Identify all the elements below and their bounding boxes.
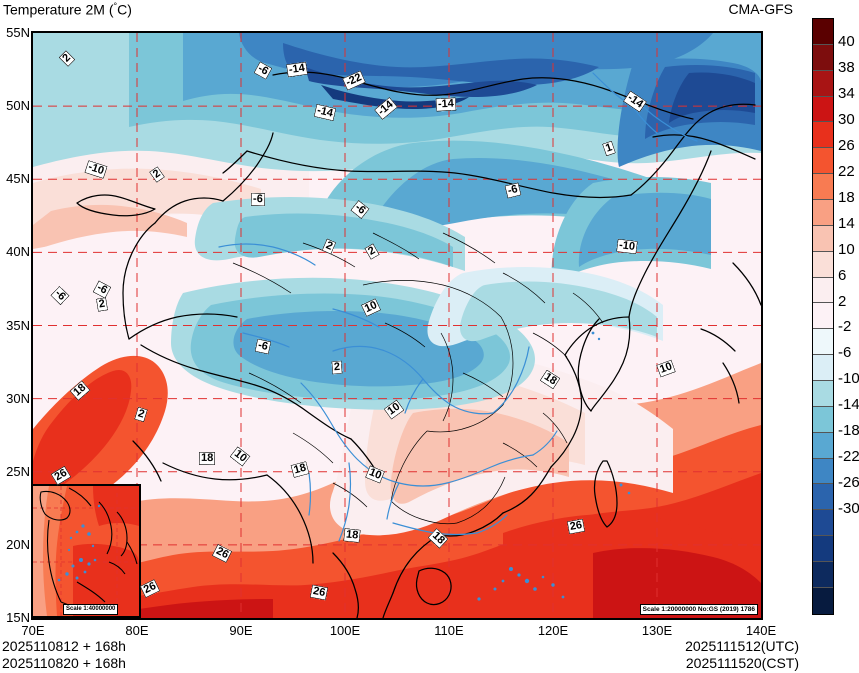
colorbar[interactable] bbox=[812, 18, 834, 615]
colorbar-segment bbox=[813, 407, 833, 433]
colorbar-segment bbox=[813, 252, 833, 278]
colorbar-segment bbox=[813, 174, 833, 200]
colorbar-segment bbox=[813, 588, 833, 614]
lat-tick-30N: 30N bbox=[0, 391, 30, 406]
map-scale-label: Scale 1:20000000 No:GS (2019) 1786 bbox=[640, 604, 758, 615]
colorbar-tick: 18 bbox=[838, 189, 855, 206]
colorbar-segment bbox=[813, 381, 833, 407]
lon-tick-110E: 110E bbox=[427, 623, 471, 638]
contour-label: -14 bbox=[436, 97, 457, 111]
lat-tick-50N: 50N bbox=[0, 98, 30, 113]
colorbar-segment bbox=[813, 45, 833, 71]
page-title: Temperature 2M (°C) bbox=[3, 1, 132, 18]
page-title-suffix: C) bbox=[117, 2, 132, 18]
colorbar-segment bbox=[813, 200, 833, 226]
colorbar-tick: 10 bbox=[838, 241, 855, 258]
inset-map-south-china-sea[interactable]: Scale 1:40000000 bbox=[31, 484, 141, 618]
colorbar-segment bbox=[813, 148, 833, 174]
colorbar-segment bbox=[813, 459, 833, 485]
colorbar-tick: 6 bbox=[838, 267, 846, 284]
colorbar-segment bbox=[813, 536, 833, 562]
footer-valid-cst: 2025111520(CST) bbox=[686, 655, 799, 671]
colorbar-tick: -2 bbox=[838, 318, 851, 335]
footer-init-utc: 2025110812 + 168h bbox=[2, 638, 126, 654]
temperature-field bbox=[33, 33, 761, 618]
colorbar-tick: 30 bbox=[838, 111, 855, 128]
colorbar-tick: -14 bbox=[838, 396, 859, 413]
colorbar-tick: -10 bbox=[838, 370, 859, 387]
lat-tick-20N: 20N bbox=[0, 537, 30, 552]
colorbar-tick: 14 bbox=[838, 215, 855, 232]
lat-tick-40N: 40N bbox=[0, 244, 30, 259]
contour-label: 2 bbox=[331, 361, 342, 375]
lon-tick-70E: 70E bbox=[11, 623, 55, 638]
colorbar-segment bbox=[813, 433, 833, 459]
lon-tick-120E: 120E bbox=[531, 623, 575, 638]
lon-tick-80E: 80E bbox=[115, 623, 159, 638]
colorbar-tick: -18 bbox=[838, 422, 859, 439]
contour-label: -10 bbox=[616, 238, 637, 253]
colorbar-segment bbox=[813, 510, 833, 536]
colorbar-segment bbox=[813, 562, 833, 588]
colorbar-segment bbox=[813, 97, 833, 123]
colorbar-tick: -22 bbox=[838, 448, 859, 465]
colorbar-segment bbox=[813, 122, 833, 148]
colorbar-tick: 40 bbox=[838, 33, 855, 50]
colorbar-segment bbox=[813, 226, 833, 252]
inset-scale-label: Scale 1:40000000 bbox=[63, 604, 118, 615]
contour-label: 2 bbox=[96, 297, 108, 311]
lon-tick-90E: 90E bbox=[219, 623, 263, 638]
colorbar-segment bbox=[813, 484, 833, 510]
colorbar-segment bbox=[813, 355, 833, 381]
lon-tick-100E: 100E bbox=[323, 623, 367, 638]
colorbar-segment bbox=[813, 278, 833, 304]
lat-tick-35N: 35N bbox=[0, 318, 30, 333]
colorbar-segment bbox=[813, 71, 833, 97]
colorbar-tick: 2 bbox=[838, 293, 846, 310]
colorbar-tick: 38 bbox=[838, 59, 855, 76]
colorbar-tick: 22 bbox=[838, 163, 855, 180]
contour-label: -6 bbox=[251, 192, 265, 205]
model-label: CMA-GFS bbox=[728, 1, 793, 17]
contour-label: 18 bbox=[199, 451, 215, 464]
contour-label: -14 bbox=[286, 61, 308, 77]
footer-valid-utc: 2025111512(UTC) bbox=[685, 638, 799, 654]
colorbar-segment bbox=[813, 19, 833, 45]
lat-tick-55N: 55N bbox=[0, 25, 30, 40]
colorbar-segment bbox=[813, 303, 833, 329]
colorbar-segment bbox=[813, 329, 833, 355]
colorbar-tick: 34 bbox=[838, 85, 855, 102]
lat-tick-45N: 45N bbox=[0, 171, 30, 186]
inset-temperature-field bbox=[33, 486, 139, 616]
page-title-text: Temperature 2M ( bbox=[3, 2, 113, 18]
colorbar-tick: -26 bbox=[838, 474, 859, 491]
map-clip bbox=[33, 33, 761, 618]
footer-init-cst: 2025110820 + 168h bbox=[2, 655, 126, 671]
lon-tick-140E: 140E bbox=[739, 623, 783, 638]
colorbar-tick: 26 bbox=[838, 137, 855, 154]
colorbar-tick: -30 bbox=[838, 500, 859, 517]
lon-tick-130E: 130E bbox=[635, 623, 679, 638]
map-canvas[interactable]: Scale 1:40000000 Scale 1:20000000 No:GS … bbox=[31, 31, 763, 620]
contour-label: 18 bbox=[344, 528, 362, 543]
colorbar-tick: -6 bbox=[838, 344, 851, 361]
lat-tick-25N: 25N bbox=[0, 464, 30, 479]
